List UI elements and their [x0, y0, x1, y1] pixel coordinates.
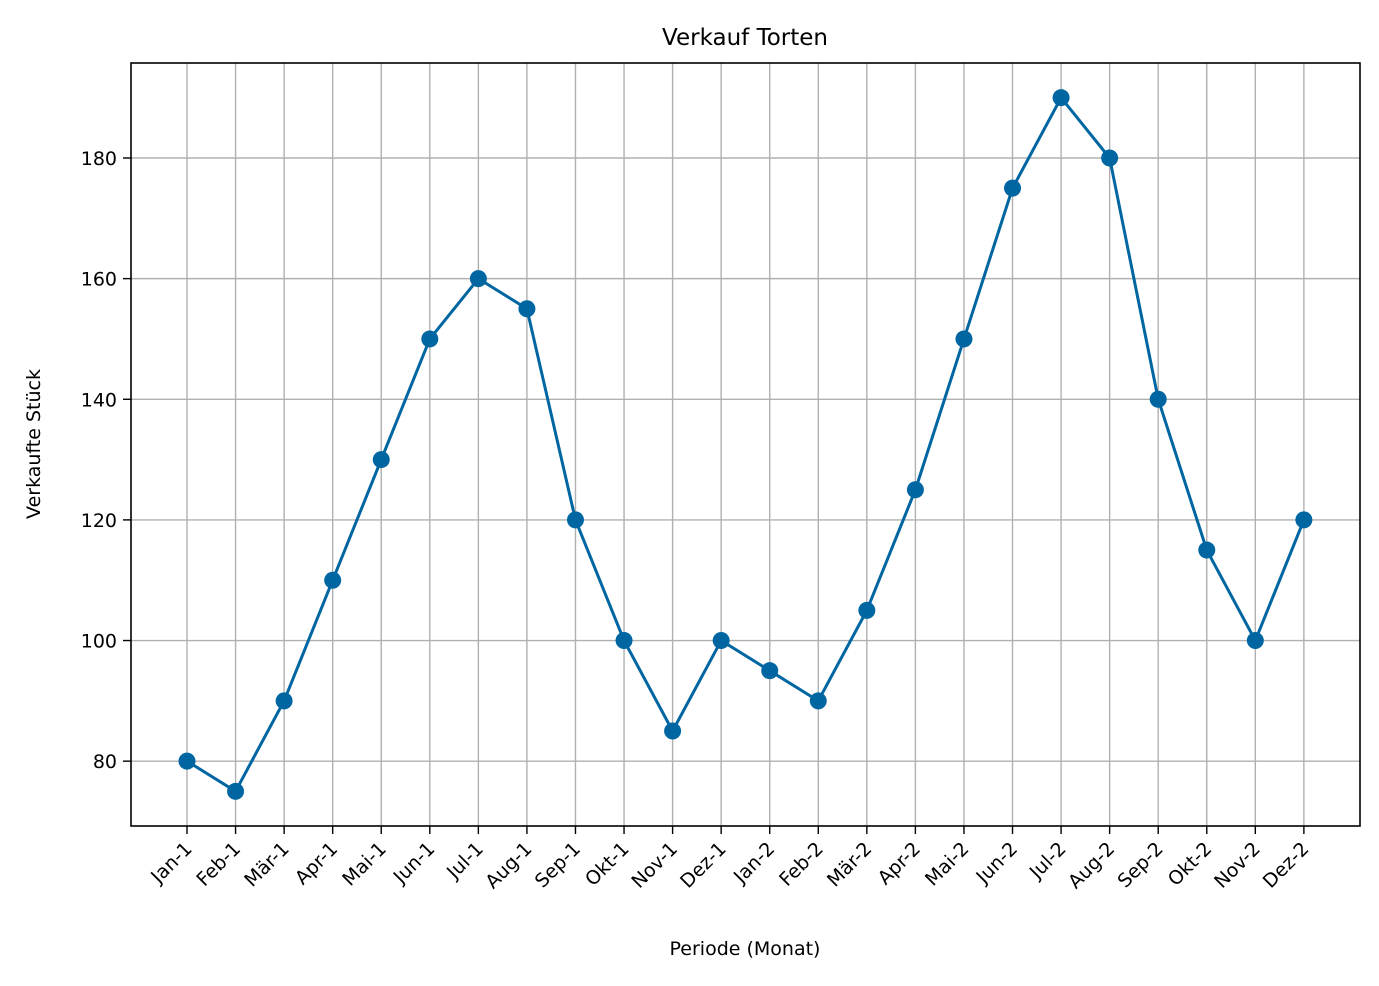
y-axis: 80 100 120 140 160 180 [81, 148, 131, 773]
x-tick-label: Jun-1 [389, 838, 440, 889]
x-tick-label: Dez-1 [676, 838, 731, 893]
data-point [421, 330, 439, 348]
data-point [469, 270, 487, 288]
y-tick-label: 100 [81, 631, 117, 653]
y-tick-label: 120 [81, 510, 117, 532]
data-point [1101, 149, 1119, 167]
x-tick-label: Feb-1 [192, 838, 245, 891]
x-axis-label: Periode (Monat) [670, 938, 821, 960]
chart-title: Verkauf Torten [662, 25, 828, 51]
x-tick-label: Dez-2 [1259, 838, 1314, 893]
series-line [186, 96, 1306, 793]
data-point [566, 511, 584, 529]
data-point [1149, 390, 1167, 408]
data-point [1295, 511, 1313, 529]
x-tick-label: Okt-2 [1164, 838, 1217, 891]
data-point [227, 782, 245, 800]
y-tick-label: 180 [81, 148, 117, 170]
x-tick-label: Nov-1 [627, 838, 682, 893]
data-point [615, 632, 633, 650]
x-tick-label: Nov-2 [1210, 838, 1265, 893]
x-tick-label: Apr-2 [874, 838, 925, 889]
x-tick-label: Mai-1 [338, 838, 391, 891]
x-tick-label: Jun-2 [971, 838, 1022, 889]
grid-lines [131, 63, 1360, 826]
data-point [664, 722, 682, 740]
x-tick-label: Mär-1 [240, 838, 293, 891]
x-tick-label: Sep-1 [531, 838, 585, 892]
x-tick-label: Okt-1 [581, 838, 634, 891]
data-series [178, 89, 1313, 800]
x-tick-label: Jan-1 [146, 838, 196, 888]
data-point [955, 330, 973, 348]
data-point [809, 692, 827, 710]
y-tick-label: 140 [81, 389, 117, 411]
data-point [1004, 179, 1022, 197]
data-point [906, 481, 924, 499]
data-point [518, 300, 536, 318]
x-tick-label: Aug-2 [1064, 838, 1119, 893]
data-point [372, 451, 390, 469]
x-tick-label: Jan-2 [729, 838, 779, 888]
x-tick-label: Feb-2 [775, 838, 828, 891]
data-point [1198, 541, 1216, 559]
x-tick-label: Apr-1 [291, 838, 342, 889]
data-point [324, 571, 342, 589]
x-tick-label: Sep-2 [1113, 838, 1167, 892]
data-point [275, 692, 293, 710]
x-tick-label: Mai-2 [921, 838, 974, 891]
data-point [858, 601, 876, 619]
plot-frame [130, 62, 1361, 827]
x-tick-label: Mär-2 [823, 838, 876, 891]
data-point [178, 752, 196, 770]
x-tick-label: Aug-1 [481, 838, 536, 893]
data-point [1052, 89, 1070, 107]
y-tick-label: 160 [81, 269, 117, 291]
data-point [1246, 632, 1264, 650]
data-point [761, 662, 779, 680]
y-axis-label: Verkaufte Stück [23, 369, 45, 519]
y-tick-label: 80 [93, 751, 117, 773]
data-point [712, 632, 730, 650]
